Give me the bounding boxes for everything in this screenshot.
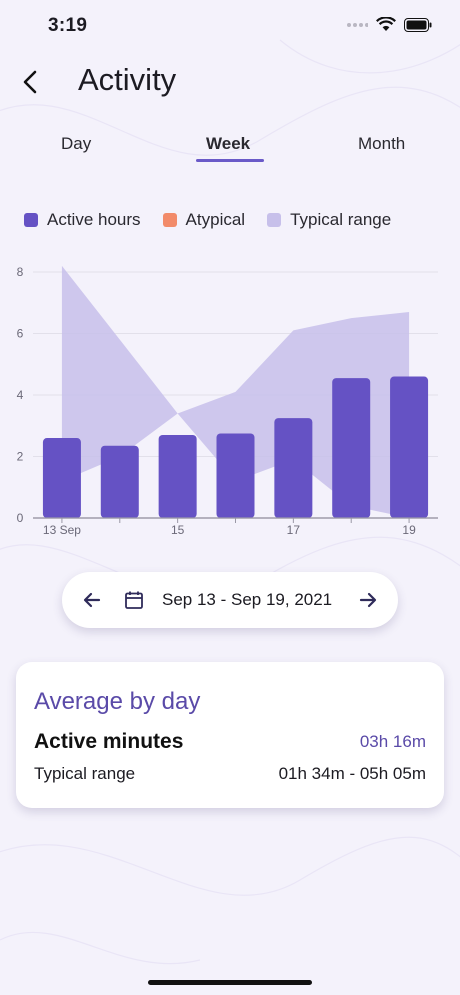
y-tick-label: 6 [17,327,24,341]
average-summary-card: Average by day Active minutes 03h 16m Ty… [16,662,444,808]
bar-active-hours [158,434,197,518]
y-tick-label: 8 [17,265,24,279]
chevron-left-icon [23,70,37,94]
date-range-label[interactable]: Sep 13 - Sep 19, 2021 [162,590,333,609]
previous-week-button[interactable] [78,586,106,614]
header: Activity [0,58,460,106]
battery-icon [404,17,432,32]
legend-swatch [24,213,38,227]
legend-label: Active hours [47,210,141,229]
y-tick-label: 4 [17,388,24,402]
signal-icon [347,22,368,27]
activity-chart: 0 2 4 6 8 13 Sep 15 17 19 [17,265,438,537]
status-time: 3:19 [48,15,88,36]
status-icons [346,17,432,32]
typical-range-label: Typical range [34,764,136,783]
x-tick-label: 15 [171,523,185,537]
legend-item-atypical: Atypical [162,210,246,230]
y-tick-label: 0 [17,511,24,525]
typical-range-value: 01h 34m - 05h 05m [278,764,426,783]
tab-day[interactable]: Day [61,134,92,153]
typical-range-area [61,265,410,518]
status-bar: 3:19 [0,0,460,50]
legend-label: Atypical [185,210,246,229]
bar-active-hours [42,438,81,518]
legend-swatch [162,213,177,227]
legend-swatch [267,213,282,227]
legend-item-typical-range: Typical range [267,210,391,230]
calendar-icon [124,590,144,615]
arrow-right-icon [359,592,377,608]
legend-item-active-hours: Active hours [24,210,141,230]
arrow-left-icon [83,592,101,608]
x-tick-label: 13 Sep [43,523,81,537]
bar-active-hours [100,445,139,518]
bar-active-hours [216,433,255,518]
back-button[interactable] [12,62,48,102]
active-minutes-value: 03h 16m [359,732,426,751]
date-range-selector: Sep 13 - Sep 19, 2021 [62,572,398,628]
bar-active-hours [390,376,429,518]
bar-active-hours [332,378,371,518]
tab-month[interactable]: Month [358,134,406,153]
next-week-button[interactable] [354,586,382,614]
active-minutes-label: Active minutes [34,730,184,753]
home-indicator [148,980,312,985]
active-tab-indicator [196,159,264,162]
x-tick-label: 17 [287,523,301,537]
card-title: Average by day [34,688,201,715]
y-tick-label: 2 [17,450,24,464]
bar-active-hours [274,418,313,518]
x-tick-label: 19 [402,523,416,537]
period-tabs: Day Week Month [0,130,460,166]
wifi-icon [376,17,396,31]
tab-week[interactable]: Week [206,134,251,153]
legend-label: Typical range [290,210,392,229]
chart-legend: Active hours Atypical Typical range [24,206,444,234]
page-title: Activity [78,62,177,97]
